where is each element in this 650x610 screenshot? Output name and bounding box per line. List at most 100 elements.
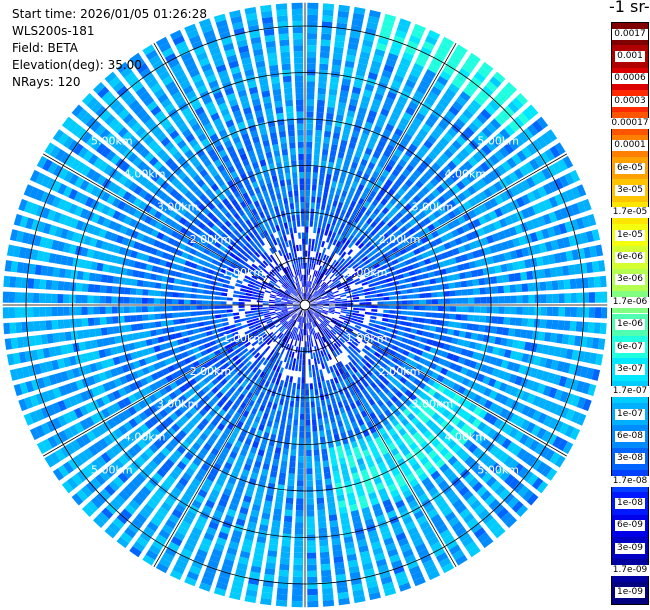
radar-cell (333, 342, 339, 349)
radar-cell (586, 336, 594, 349)
radar-cell (375, 514, 386, 523)
radar-cell (324, 354, 330, 362)
radar-cell (255, 454, 264, 463)
radar-cell (425, 35, 438, 46)
radar-cell (496, 275, 504, 284)
radar-cell (368, 491, 378, 500)
radar-cell (556, 333, 564, 344)
radar-cell (294, 528, 304, 535)
radar-cell (499, 191, 509, 202)
radar-cell (341, 307, 348, 310)
radar-cell (391, 329, 399, 335)
radar-cell (395, 305, 402, 310)
radar-cell (275, 323, 282, 328)
radar-cell (233, 574, 246, 583)
radar-cell (483, 213, 493, 223)
radar-cell (148, 322, 156, 329)
radar-cell (357, 183, 365, 192)
radar-cell (381, 283, 388, 289)
radar-cell (453, 329, 460, 337)
radar-cell (473, 527, 486, 539)
radar-cell (320, 281, 325, 287)
radar-cell (470, 522, 483, 534)
radar-cell (446, 188, 456, 198)
radar-cell (311, 413, 317, 420)
radar-cell (316, 308, 323, 312)
radar-cell (536, 427, 547, 440)
radar-cell (290, 449, 297, 456)
radar-cell (301, 335, 304, 342)
radar-cell (322, 300, 329, 302)
radar-cell (558, 293, 565, 303)
radar-cell (520, 419, 531, 431)
radar-cell (241, 544, 252, 553)
radar-cell (329, 150, 337, 157)
radar-cell (389, 254, 397, 261)
radar-cell (93, 306, 100, 315)
radar-cell (317, 278, 322, 285)
radar-cell (296, 480, 304, 487)
radar-cell (332, 364, 338, 371)
radar-cell (360, 469, 369, 477)
radar-cell (595, 353, 604, 366)
radar-cell (536, 461, 548, 474)
radar-cell (401, 153, 411, 163)
radar-cell (537, 215, 546, 227)
radar-cell (381, 69, 392, 79)
radar-cell (424, 503, 436, 514)
radar-cell (396, 143, 406, 153)
radar-cell (558, 307, 565, 317)
radar-cell (433, 270, 441, 277)
radar-cell (288, 363, 292, 370)
radar-cell (591, 337, 600, 349)
radar-cell (340, 251, 347, 258)
radar-cell (452, 383, 461, 392)
radar-cell (333, 335, 339, 341)
radar-cell (316, 271, 320, 278)
radar-cell (403, 371, 411, 379)
radar-cell (316, 345, 320, 352)
radar-cell (197, 321, 205, 327)
radar-cell (380, 493, 390, 502)
radar-cell (377, 366, 385, 374)
radar-cell (302, 359, 305, 366)
radar-cell (75, 306, 82, 316)
radar-cell (289, 400, 295, 408)
radar-cell (314, 311, 321, 316)
radar-cell (385, 400, 394, 408)
radar-cell (348, 104, 357, 112)
radar-cell (475, 434, 485, 445)
radar-cell (318, 324, 323, 331)
radar-cell (302, 353, 305, 360)
radar-cell (388, 266, 395, 272)
radar-cell (358, 544, 369, 553)
radar-cell (382, 102, 392, 111)
radar-cell (368, 204, 376, 212)
radar-cell (328, 192, 334, 200)
radar-cell (503, 105, 515, 118)
radar-cell (427, 63, 440, 74)
radar-cell (313, 166, 319, 173)
radar-cell (345, 339, 352, 346)
radar-cell (363, 415, 371, 423)
radar-cell (508, 273, 516, 282)
radar-cell (389, 197, 398, 206)
radar-cell (275, 599, 288, 607)
radar-cell (474, 239, 483, 248)
radar-cell (467, 380, 476, 389)
radar-cell (324, 262, 329, 269)
radar-cell (399, 483, 410, 493)
radar-cell (326, 333, 332, 339)
radar-cell (391, 183, 400, 192)
radar-cell (508, 139, 519, 151)
radar-cell (378, 329, 386, 335)
radar-cell (576, 292, 584, 303)
radar-cell (281, 301, 288, 303)
radar-cell (326, 496, 335, 504)
radar-cell (407, 189, 416, 198)
radar-cell (359, 299, 366, 302)
radar-cell (500, 86, 513, 99)
radar-cell (297, 377, 301, 384)
radar-cell (327, 217, 333, 225)
radar-cell (570, 169, 581, 183)
